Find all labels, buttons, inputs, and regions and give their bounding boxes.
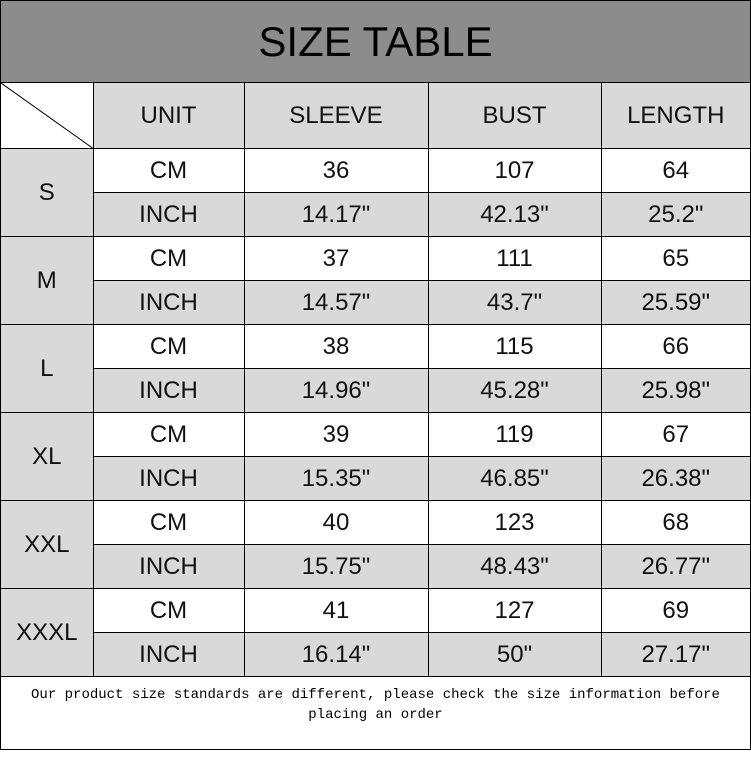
unit-cell: INCH — [93, 456, 245, 501]
sleeve-cell: 15.75" — [243, 544, 429, 589]
length-cell: 69 — [600, 588, 750, 633]
bust-cell: 111 — [427, 236, 602, 281]
table-row: INCH 14.17" 42.13" 25.2" — [1, 192, 750, 237]
sleeve-cell: 15.35" — [243, 456, 429, 501]
length-cell: 27.17" — [600, 632, 750, 677]
table-row: INCH 15.75" 48.43" 26.77" — [1, 544, 750, 589]
sleeve-cell: 36 — [243, 148, 429, 193]
sleeve-cell: 39 — [243, 412, 429, 457]
page-title: SIZE TABLE — [1, 1, 750, 83]
sleeve-cell: 14.96" — [243, 368, 429, 413]
length-cell: 67 — [600, 412, 750, 457]
length-cell: 26.38" — [600, 456, 750, 501]
sleeve-cell: 14.17" — [243, 192, 429, 237]
size-label: XXL — [1, 500, 94, 589]
sleeve-cell: 14.57" — [243, 280, 429, 325]
bust-cell: 48.43" — [427, 544, 602, 589]
length-cell: 25.2" — [600, 192, 750, 237]
table-row: INCH 15.35" 46.85" 26.38" — [1, 456, 750, 501]
table-row: XXXL CM 41 127 69 — [1, 588, 750, 677]
length-cell: 25.98" — [600, 368, 750, 413]
sleeve-cell: 41 — [243, 588, 429, 633]
bust-cell: 45.28" — [427, 368, 602, 413]
bust-cell: 46.85" — [427, 456, 602, 501]
header-unit: UNIT — [92, 83, 245, 149]
unit-cell: CM — [92, 412, 245, 457]
diagonal-corner-cell — [1, 83, 94, 149]
unit-cell: INCH — [93, 280, 245, 325]
sleeve-cell: 37 — [243, 236, 429, 281]
size-table: UNIT SLEEVE BUST LENGTH S CM 36 107 64 INCH 14… — [1, 83, 750, 677]
size-label: S — [1, 148, 94, 237]
header-sleeve: SLEEVE — [243, 83, 429, 149]
unit-cell: INCH — [93, 368, 245, 413]
unit-cell: CM — [92, 148, 245, 193]
size-label: M — [1, 236, 94, 325]
length-cell: 25.59" — [600, 280, 750, 325]
sleeve-cell: 16.14" — [243, 632, 429, 677]
length-cell: 64 — [600, 148, 750, 193]
table-row: XXL CM 40 123 68 — [1, 500, 750, 589]
unit-cell: CM — [92, 236, 245, 281]
size-label: L — [1, 324, 94, 413]
table-row: INCH 16.14" 50" 27.17" — [1, 632, 750, 677]
unit-cell: INCH — [93, 192, 245, 237]
table-row: M CM 37 111 65 — [1, 236, 750, 325]
unit-cell: CM — [92, 500, 245, 545]
unit-cell: INCH — [93, 632, 245, 677]
size-label: XL — [1, 412, 94, 501]
bust-cell: 50" — [427, 632, 602, 677]
length-cell: 66 — [600, 324, 750, 369]
header-row: UNIT SLEEVE BUST LENGTH — [1, 83, 750, 149]
length-cell: 65 — [600, 236, 750, 281]
table-row: INCH 14.57" 43.7" 25.59" — [1, 280, 750, 325]
bust-cell: 43.7" — [427, 280, 602, 325]
unit-cell: INCH — [93, 544, 245, 589]
header-length: LENGTH — [600, 83, 750, 149]
bust-cell: 119 — [427, 412, 602, 457]
bust-cell: 107 — [427, 148, 602, 193]
table-row: S CM 36 107 64 — [1, 148, 750, 237]
table-row: INCH 14.96" 45.28" 25.98" — [1, 368, 750, 413]
unit-cell: CM — [92, 324, 245, 369]
size-label: XXXL — [1, 588, 94, 677]
bust-cell: 115 — [427, 324, 602, 369]
length-cell: 68 — [600, 500, 750, 545]
table-row: XL CM 39 119 67 — [1, 412, 750, 501]
sleeve-cell: 38 — [243, 324, 429, 369]
header-bust: BUST — [427, 83, 602, 149]
table-row: L CM 38 115 66 — [1, 324, 750, 413]
unit-cell: CM — [92, 588, 245, 633]
length-cell: 26.77" — [600, 544, 750, 589]
bust-cell: 123 — [427, 500, 602, 545]
footer-note: Our product size standards are different… — [31, 687, 720, 723]
bust-cell: 42.13" — [427, 192, 602, 237]
bust-cell: 127 — [427, 588, 602, 633]
sleeve-cell: 40 — [243, 500, 429, 545]
